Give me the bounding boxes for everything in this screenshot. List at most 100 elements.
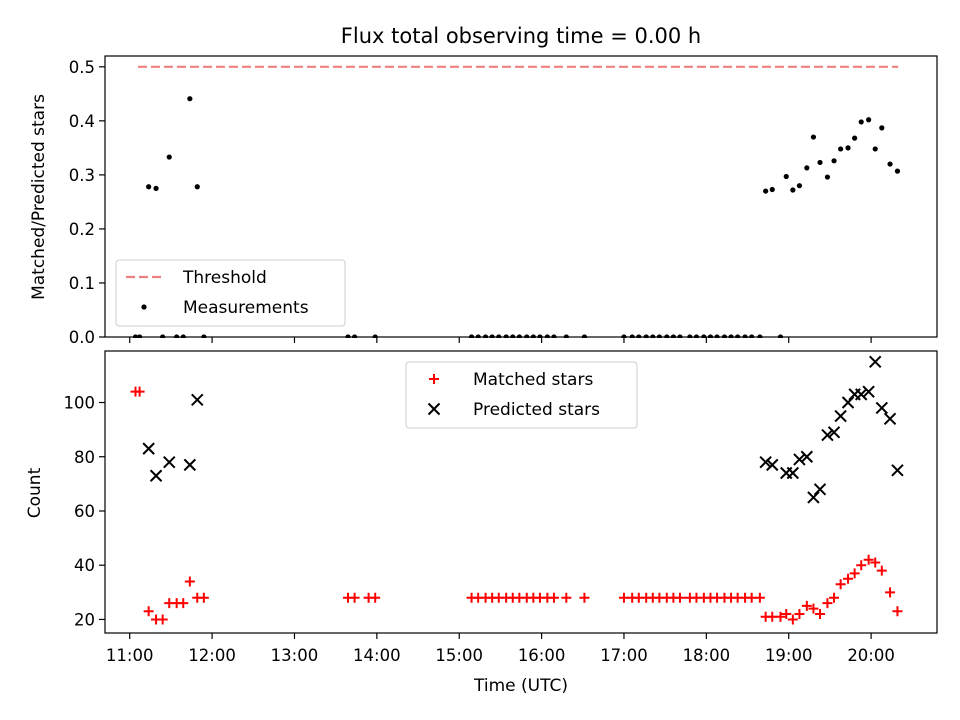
x-tick-label: 14:00 <box>353 646 401 665</box>
panel-1-series-0-point-67 <box>876 565 887 576</box>
panel-1-series-1-point-12 <box>813 483 827 496</box>
panel-0-series-0-point-60 <box>838 146 844 152</box>
legend-label: Predicted stars <box>473 400 600 420</box>
panel-1-series-0-point-7 <box>178 598 189 609</box>
panel-0-series-0-point-58 <box>824 174 831 180</box>
x-tick-label: 11:00 <box>106 646 154 665</box>
chart-title: Flux total observing time = 0.00 h <box>341 24 701 48</box>
panel-1-series-0-point-61 <box>835 579 846 590</box>
panel-1-series-0-point-56 <box>801 600 812 611</box>
panel-1-series-1-point-9 <box>793 453 806 466</box>
panel-1-series-1-point-8 <box>786 466 800 480</box>
panel-1-series-1-point-0 <box>142 442 155 455</box>
x-tick-label: 17:00 <box>600 646 648 665</box>
panel-0-y-tick-label: 0.0 <box>69 328 95 347</box>
panel-0-series-0-point-52 <box>783 173 789 180</box>
panel-1-series-0-point-12 <box>349 592 360 603</box>
panel-1-series-1-point-10 <box>800 450 814 463</box>
panel-0-frame <box>104 55 938 338</box>
panel-1-series-0-point-58 <box>815 609 826 620</box>
legend-marker <box>429 374 439 384</box>
panel-0-series-0-point-59 <box>831 158 837 164</box>
panel-1-series-1-point-23 <box>891 464 904 477</box>
panel-0-series-0-point-2 <box>146 184 152 190</box>
x-axis-label: Time (UTC) <box>473 676 568 696</box>
panel-0-series-0-point-8 <box>187 96 193 102</box>
panel-0-y-tick-label: 0.4 <box>69 112 95 131</box>
panel-1-series-1-point-13 <box>821 428 834 442</box>
panel-0-series-0-point-5 <box>166 154 172 160</box>
panel-0-y-tick-label: 0.1 <box>69 274 95 293</box>
panel-0-series-0-point-61 <box>845 145 851 151</box>
panel-1-series-1-point-3 <box>183 458 197 472</box>
x-tick-label: 20:00 <box>847 646 895 665</box>
panel-1-series-1-point-16 <box>841 396 855 409</box>
panel-1-series-1-point-20 <box>869 355 882 369</box>
top-panel: 0.0 0.1 0.2 0.3 0.4 0.5 Threshold Measurements <box>69 55 938 347</box>
panel-1-series-0-point-65 <box>863 554 874 565</box>
panel-1-series-0-point-28 <box>561 592 572 603</box>
panel-1-series-0-point-52 <box>775 611 786 622</box>
panel-0-y-tick-label: 0.3 <box>69 166 95 185</box>
bottom-panel: 20 40 60 80 100 11:00 12:00 13:00 14:00 15:00 16:0… <box>64 350 938 665</box>
panel-1-series-0-point-57 <box>808 603 819 614</box>
panel-0-series-0-point-9 <box>194 184 200 190</box>
panel-1-y-tick-label: 40 <box>74 556 95 575</box>
panel-1-plot-area <box>130 355 904 625</box>
panel-1-series-0-point-53 <box>781 609 792 620</box>
top-panel-y-axis-label: Matched/Predicted stars <box>29 94 49 300</box>
panel-0-series-0-point-55 <box>804 165 810 171</box>
legend-label: Threshold <box>182 268 267 288</box>
panel-0-series-0-point-56 <box>810 134 817 140</box>
panel-1-series-1-point-15 <box>834 409 847 423</box>
panel-1-series-1-point-19 <box>862 385 875 398</box>
panel-1-y-tick-label: 60 <box>74 502 95 521</box>
panel-1-series-0-point-38 <box>674 592 685 603</box>
panel-1-series-1-point-6 <box>766 458 779 472</box>
panel-1-series-0-point-29 <box>579 592 590 603</box>
panel-0-y-tick-label: 0.2 <box>69 220 95 239</box>
panel-0-legend: Threshold Measurements <box>115 259 346 327</box>
panel-1-y-tick-label: 100 <box>64 394 96 413</box>
panel-0-series-0-point-50 <box>769 186 775 193</box>
panel-1-series-1-point-14 <box>827 426 841 439</box>
panel-0-series-0-point-3 <box>153 185 159 191</box>
panel-1-series-1-point-4 <box>191 393 204 407</box>
panel-1-y-tick-label: 20 <box>74 610 95 629</box>
panel-0-series-0-point-54 <box>796 183 803 189</box>
legend-box <box>115 259 346 327</box>
legend-box <box>405 361 638 429</box>
x-tick-label: 12:00 <box>188 646 236 665</box>
x-tick-label: 15:00 <box>435 646 483 665</box>
panel-1-frame <box>104 350 938 634</box>
panel-1-series-0-point-10 <box>198 592 209 603</box>
panel-0-series-0-point-68 <box>894 168 901 174</box>
panel-1-y-tick-label: 80 <box>74 448 95 467</box>
panel-1-series-0-point-62 <box>843 573 854 584</box>
panel-1-series-1-point-1 <box>149 469 163 482</box>
panel-0-series-0-point-67 <box>887 161 893 167</box>
panel-1-series-1-point-22 <box>883 412 897 425</box>
panel-1-series-0-point-2 <box>143 606 154 617</box>
panel-0-series-0-point-64 <box>866 117 872 123</box>
panel-1-series-0-point-68 <box>885 587 896 598</box>
panel-1-series-0-point-8 <box>184 576 195 587</box>
panel-1-series-0-point-49 <box>754 592 765 603</box>
panel-1-series-0-point-59 <box>822 598 833 609</box>
x-tick-label: 18:00 <box>683 646 731 665</box>
panel-1-series-0-point-4 <box>157 614 168 625</box>
panel-0-y-tick-label: 0.5 <box>69 58 95 77</box>
panel-1-series-0-point-54 <box>787 614 798 625</box>
panel-1-series-1-point-11 <box>807 491 820 504</box>
panel-1-series-0-point-63 <box>849 568 860 579</box>
panel-1-series-0-point-55 <box>794 609 805 620</box>
panel-1-series-1-point-18 <box>855 388 868 401</box>
panel-1-series-0-point-14 <box>370 592 381 603</box>
panel-1-series-0-point-69 <box>892 606 903 617</box>
panel-0-series-0-point-49 <box>763 188 769 194</box>
panel-0-series-0-point-53 <box>790 187 796 193</box>
panel-1-legend: Matched stars Predicted stars <box>405 361 638 429</box>
panel-0-series-0-point-66 <box>879 125 885 131</box>
legend-marker <box>141 304 147 310</box>
